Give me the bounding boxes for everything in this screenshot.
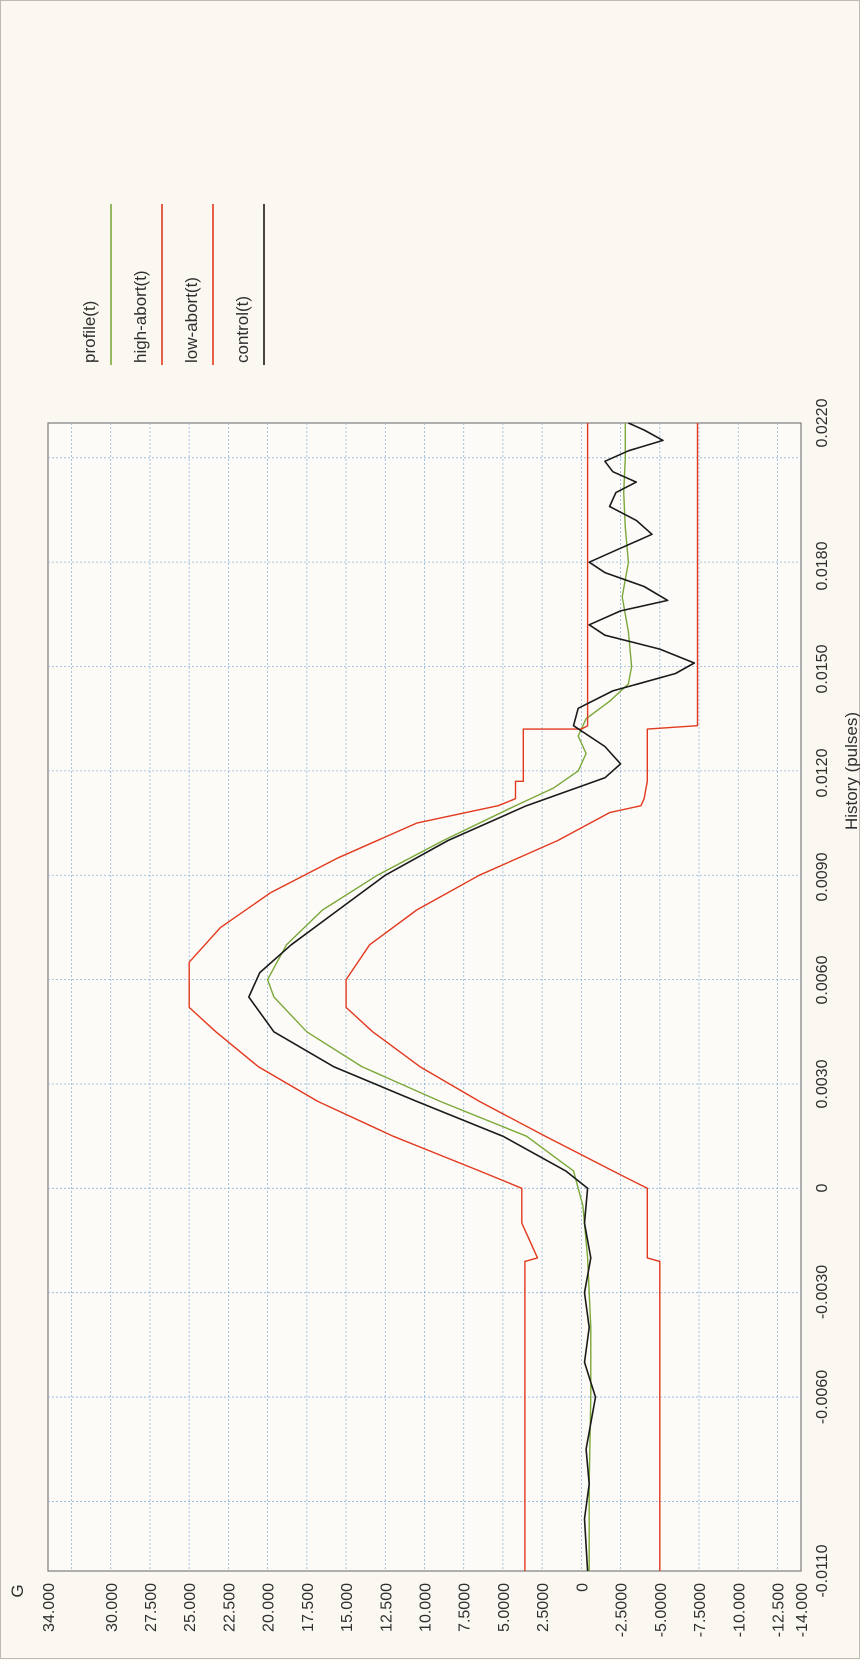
y-tick-label: 10.000 [418, 1583, 435, 1632]
y-axis-title: G [8, 1584, 27, 1597]
grid-lines [48, 423, 801, 1571]
y-tick-label: -14.000 [794, 1583, 811, 1637]
x-tick-label: -0.0030 [814, 1265, 831, 1319]
legend-label: profile(t) [80, 301, 99, 363]
y-tick-label: -10.000 [731, 1583, 748, 1637]
legend-label: control(t) [233, 296, 252, 363]
x-tick-label: -0.0060 [814, 1370, 831, 1424]
legend-label: low-abort(t) [182, 277, 201, 363]
x-tick-label: 0.0120 [814, 748, 831, 797]
x-tick-label: 0.0060 [814, 955, 831, 1004]
y-tick-label: -7.5000 [692, 1583, 709, 1637]
y-tick-label: 22.500 [221, 1583, 238, 1632]
y-tick-label: 12.500 [378, 1583, 395, 1632]
x-tick-label: 0.0030 [814, 1059, 831, 1108]
y-tick-label: 20.000 [261, 1583, 278, 1632]
series-line-profilet [266, 423, 633, 1571]
series-line-controlt [248, 422, 696, 1572]
y-tick-label: 7.5000 [457, 1583, 474, 1632]
y-tick-label: 30.000 [104, 1583, 121, 1632]
series-layer [188, 422, 699, 1572]
y-tick-label: 25.000 [182, 1583, 199, 1632]
y-tick-label: 5.0000 [496, 1583, 513, 1632]
y-tick-label: 27.500 [143, 1583, 160, 1632]
y-tick-label: 34.000 [41, 1583, 58, 1632]
y-tick-label: 15.000 [339, 1583, 356, 1632]
x-tick-label: 0.0150 [814, 644, 831, 693]
y-tick-label: -5.0000 [653, 1583, 670, 1637]
x-tick-label: -0.0110 [814, 1544, 831, 1597]
y-tick-label: 17.500 [300, 1583, 317, 1632]
series-line-low-abortt [345, 423, 699, 1571]
legend: profile(t) high-abort(t) low-abort(t) contr… [80, 204, 265, 365]
y-tick-label: 0 [574, 1583, 591, 1592]
y-tick-label: -2.5000 [614, 1583, 631, 1637]
y-axis-ticks: -14.000 -12.500 -10.000 -7.5000 -5.0000 -2.50… [41, 1583, 811, 1637]
x-tick-label: 0.0220 [814, 398, 831, 447]
series-line-high-abortt [188, 423, 589, 1571]
x-axis-ticks: -0.0110 -0.0060 -0.0030 0 0.0030 0.0060 0.0090… [814, 398, 831, 1597]
x-tick-label: 0.0090 [814, 852, 831, 901]
x-tick-label: 0.0180 [814, 541, 831, 590]
y-tick-label: -12.500 [770, 1583, 787, 1637]
y-tick-label: 2.5000 [535, 1583, 552, 1632]
x-axis-title: History (pulses) [842, 712, 860, 830]
x-tick-label: 0 [814, 1183, 831, 1192]
legend-label: high-abort(t) [131, 270, 150, 363]
